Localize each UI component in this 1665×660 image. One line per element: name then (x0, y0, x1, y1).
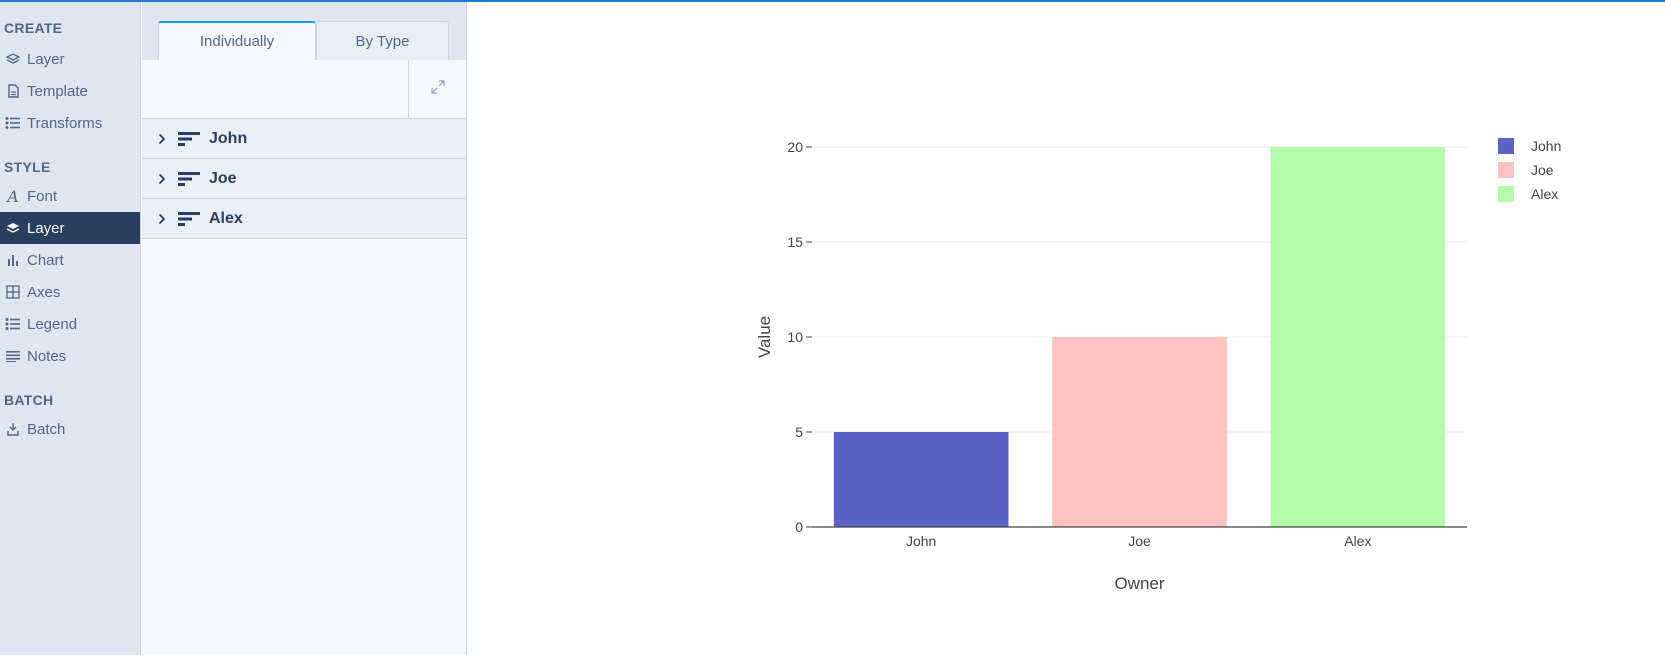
legend-label-alex: Alex (1531, 186, 1558, 202)
grid-icon (4, 284, 22, 300)
list-icon (4, 115, 22, 131)
section-title-batch: BATCH (4, 392, 54, 408)
sidebar-item-create-layer[interactable]: Layer (0, 43, 140, 75)
font-icon: A (7, 186, 19, 206)
file-icon (4, 83, 22, 99)
y-axis-title: Value (755, 316, 774, 358)
chevron-right-icon (158, 132, 170, 146)
legend-label-john: John (1531, 138, 1561, 154)
chevron-right-icon (158, 172, 170, 186)
legend-swatch-alex (1498, 186, 1514, 202)
expand-icon (430, 79, 446, 100)
x-tick-label: John (906, 533, 936, 549)
sidebar-item-transforms[interactable]: Transforms (0, 107, 140, 139)
y-tick-label: 10 (787, 329, 803, 345)
sidebar-item-axes[interactable]: Axes (0, 276, 140, 308)
sidebar-item-label: Transforms (27, 114, 103, 132)
bar-john (833, 432, 1009, 527)
tab-individually[interactable]: Individually (158, 21, 316, 60)
sidebar-item-label: Batch (27, 420, 66, 438)
sidebar-item-label: Layer (27, 50, 65, 68)
sidebar: CREATE Layer Template Transforms STYLE A… (0, 2, 141, 655)
batch-icon (4, 421, 22, 437)
expand-button[interactable] (408, 60, 466, 118)
layers-icon (4, 220, 22, 236)
section-title-style: STYLE (4, 159, 51, 175)
trace-item-alex[interactable]: Alex (142, 199, 466, 239)
bar-trace-icon (178, 171, 202, 187)
bar-alex (1270, 147, 1446, 527)
text-lines-icon (4, 348, 22, 364)
tab-by-type[interactable]: By Type (316, 21, 449, 60)
trace-label: Alex (209, 209, 243, 227)
sidebar-item-batch[interactable]: Batch (0, 413, 140, 445)
bar-trace-icon (178, 211, 202, 227)
sidebar-item-chart[interactable]: Chart (0, 244, 140, 276)
sidebar-item-label: Axes (27, 283, 61, 301)
legend-swatch-john (1498, 138, 1514, 154)
sidebar-item-label: Legend (27, 315, 78, 333)
y-tick-label: 15 (787, 234, 803, 250)
chevron-right-icon (158, 212, 170, 226)
x-tick-label: Joe (1128, 533, 1151, 549)
sidebar-item-label: Template (27, 82, 88, 100)
trace-item-joe[interactable]: Joe (142, 159, 466, 199)
sidebar-item-notes[interactable]: Notes (0, 340, 140, 372)
x-axis-title: Owner (1114, 574, 1164, 593)
chart-area: 0 5 10 15 20 John Joe Alex Owner Value John Joe Alex (468, 2, 1665, 655)
legend-label-joe: Joe (1531, 162, 1554, 178)
bar-chart-icon (4, 252, 22, 268)
y-tick-label: 5 (795, 424, 803, 440)
legend-swatch-joe (1498, 162, 1514, 178)
x-tick-label: Alex (1344, 533, 1371, 549)
bar-joe (1052, 337, 1227, 527)
bar-trace-icon (178, 131, 202, 147)
panel-toolbar (142, 60, 466, 119)
top-accent-bar (0, 0, 1665, 2)
sidebar-item-legend[interactable]: Legend (0, 308, 140, 340)
sidebar-item-template[interactable]: Template (0, 75, 140, 107)
sidebar-item-font[interactable]: A Font (0, 180, 140, 212)
layers-icon (4, 51, 22, 67)
sidebar-item-style-layer[interactable]: Layer (0, 212, 140, 244)
trace-panel: Individually By Type John Joe Alex (142, 2, 467, 655)
section-title-create: CREATE (4, 20, 63, 36)
trace-item-john[interactable]: John (142, 119, 466, 159)
y-tick-label: 0 (795, 519, 803, 535)
trace-label: John (209, 129, 248, 147)
sidebar-item-label: Font (27, 187, 58, 205)
y-tick-label: 20 (787, 139, 803, 155)
trace-label: Joe (209, 169, 237, 187)
sidebar-item-label: Chart (27, 251, 64, 269)
sidebar-item-label: Layer (27, 219, 65, 237)
sidebar-item-label: Notes (27, 347, 67, 365)
bar-chart: 0 5 10 15 20 John Joe Alex Owner Value John Joe Alex (755, 138, 1561, 593)
list-icon (4, 316, 22, 332)
